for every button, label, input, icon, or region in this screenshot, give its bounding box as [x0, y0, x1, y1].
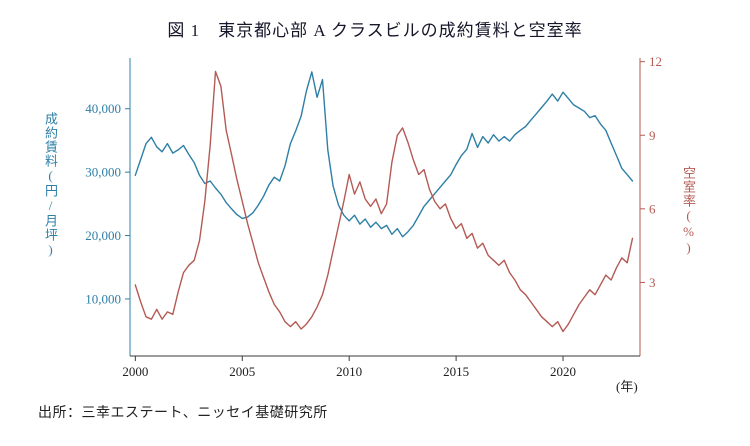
- right-axis-tick-label: 6: [649, 201, 656, 216]
- source-note: 出所：三幸エステート、ニッセイ基礎研究所: [38, 406, 328, 421]
- x-axis-tick-label: 2010: [336, 364, 362, 379]
- right-axis-tick-label: 9: [649, 128, 656, 143]
- x-axis-tick-label: 2015: [443, 364, 469, 379]
- x-axis-unit-label: (年): [616, 379, 638, 394]
- left-axis-tick-label: 30,000: [85, 165, 121, 180]
- right-axis-tick-label: 3: [649, 275, 656, 290]
- left-axis-tick-label: 40,000: [85, 101, 121, 116]
- x-axis-tick-label: 2000: [122, 364, 148, 379]
- chart-title: 図 1 東京都心部 A クラスビルの成約賃料と空室率: [167, 21, 583, 40]
- x-axis-tick-label: 2020: [550, 364, 576, 379]
- left-axis-title: 成約賃料(円/月坪): [43, 112, 58, 258]
- series-line-right: [134, 70, 634, 333]
- left-axis-tick-label: 20,000: [85, 228, 121, 243]
- right-axis-title: 空室率(%): [681, 166, 696, 256]
- series-line-left: [134, 71, 634, 238]
- x-axis-tick-label: 2005: [229, 364, 255, 379]
- right-axis-tick-label: 12: [649, 54, 662, 69]
- left-axis-tick-label: 10,000: [85, 291, 121, 306]
